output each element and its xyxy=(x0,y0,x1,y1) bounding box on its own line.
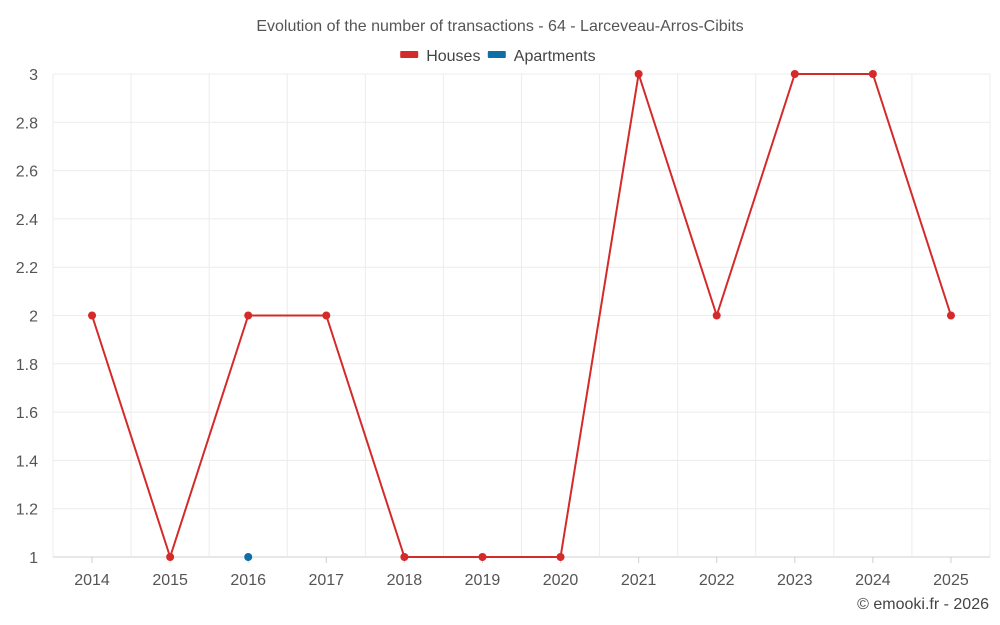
data-point-houses xyxy=(868,70,877,78)
chart-title: Evolution of the number of transactions … xyxy=(256,18,743,35)
series-line-houses xyxy=(91,73,952,558)
y-tick-label: 2 xyxy=(29,309,38,326)
data-point-houses xyxy=(88,311,97,320)
legend-label-apartments: Apartments xyxy=(514,48,596,65)
y-tick-label: 1.8 xyxy=(16,357,38,374)
data-point-houses xyxy=(322,311,331,320)
x-tick-label: 2021 xyxy=(621,572,657,589)
data-point-houses xyxy=(478,553,487,561)
y-tick-label: 2.6 xyxy=(16,164,38,181)
credit-text: © emooki.fr - 2026 xyxy=(857,596,989,613)
x-tick-label: 2022 xyxy=(699,572,735,589)
legend-swatch-houses xyxy=(400,51,419,58)
x-tick-label: 2014 xyxy=(74,572,110,589)
x-tick-label: 2018 xyxy=(387,572,423,589)
data-point-houses xyxy=(712,311,721,320)
data-point-houses xyxy=(634,70,643,78)
x-tick-label: 2024 xyxy=(855,572,891,589)
series-layer xyxy=(88,70,955,561)
y-tick-label: 2.8 xyxy=(16,115,38,132)
x-tick-label: 2017 xyxy=(308,572,344,589)
x-tick-label: 2016 xyxy=(230,572,266,589)
y-tick-label: 1.4 xyxy=(16,453,38,470)
y-tick-label: 3 xyxy=(29,67,38,84)
y-tick-label: 2.4 xyxy=(16,212,38,229)
legend-label-houses: Houses xyxy=(426,48,480,65)
x-axis: 2014 2015 2016 2017 2018 2019 2020 2021 2022 2023… xyxy=(74,557,969,589)
data-point-houses xyxy=(790,70,799,78)
legend: Houses Apartments xyxy=(400,48,596,65)
data-point-houses xyxy=(400,553,409,561)
data-point-apartments xyxy=(244,553,253,561)
x-tick-label: 2019 xyxy=(465,572,501,589)
data-point-houses xyxy=(166,553,175,561)
y-tick-label: 1.6 xyxy=(16,405,38,422)
x-tick-label: 2023 xyxy=(777,572,813,589)
data-point-houses xyxy=(946,311,955,320)
y-tick-label: 1.2 xyxy=(16,502,38,519)
legend-swatch-apartments xyxy=(487,51,506,58)
y-axis: 1 1.2 1.4 1.6 1.8 2 2.2 2.4 2.6 2.8 3 xyxy=(16,67,38,567)
x-tick-label: 2020 xyxy=(543,572,579,589)
x-tick-label: 2025 xyxy=(933,572,969,589)
x-tick-label: 2015 xyxy=(152,572,188,589)
grid xyxy=(52,73,991,558)
y-tick-label: 1 xyxy=(29,550,38,567)
data-point-houses xyxy=(244,311,253,320)
data-point-houses xyxy=(556,553,565,561)
y-tick-label: 2.2 xyxy=(16,260,38,277)
